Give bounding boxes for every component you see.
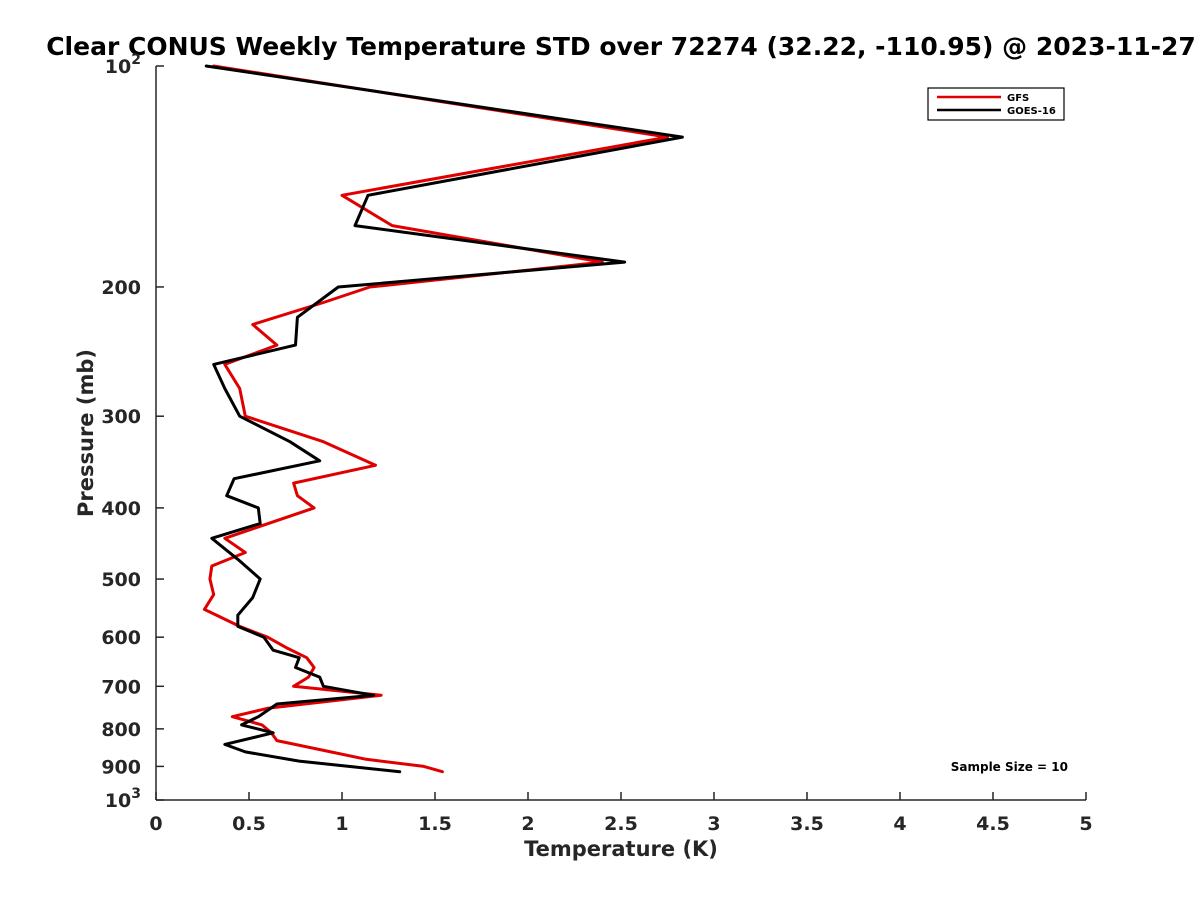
series-layer [202,64,684,774]
x-tick-label: 0.5 [232,813,266,835]
y-tick-label: 103 [105,786,141,812]
x-tick-label: 1.5 [418,813,452,835]
legend-label-gfs: GFS [1007,93,1029,104]
x-tick-label: 2 [521,813,534,835]
x-tick-label: 2.5 [604,813,638,835]
x-tick-label: 1 [335,813,348,835]
y-tick-label: 700 [101,676,141,698]
x-tick-label: 4.5 [976,813,1010,835]
y-tick-label: 600 [101,627,141,649]
x-tick-label: 0 [149,813,162,835]
y-tick-label: 800 [101,719,141,741]
legend-box [927,87,1065,121]
legend: GFS GOES-16 [927,87,1065,121]
y-tick-label: 900 [101,756,141,778]
x-tick-label: 4 [893,813,906,835]
x-tick-label: 5 [1079,813,1092,835]
x-tick-layer: 0 0.5 1 1.5 2 2.5 3 3.5 4 4.5 5 [149,792,1093,835]
y-tick-label: 400 [101,498,141,520]
series-line-gfs [202,64,669,774]
sample-size-annotation: Sample Size = 10 [951,760,1068,774]
y-tick-label: 300 [101,406,141,428]
x-axis-label: Temperature (K) [524,837,718,861]
x-tick-label: 3 [707,813,720,835]
y-tick-label: 102 [105,52,141,78]
series-line-goes-16 [204,64,684,774]
chart-title: Clear CONUS Weekly Temperature STD over … [46,32,1196,61]
y-tick-layer: 102 200 300 400 500 600 700 800 900 103 [101,52,164,812]
legend-label-goes16: GOES-16 [1007,106,1056,117]
y-tick-label: 200 [101,277,141,299]
x-tick-label: 3.5 [790,813,824,835]
y-axis-label: Pressure (mb) [74,349,98,517]
y-tick-label: 500 [101,569,141,591]
